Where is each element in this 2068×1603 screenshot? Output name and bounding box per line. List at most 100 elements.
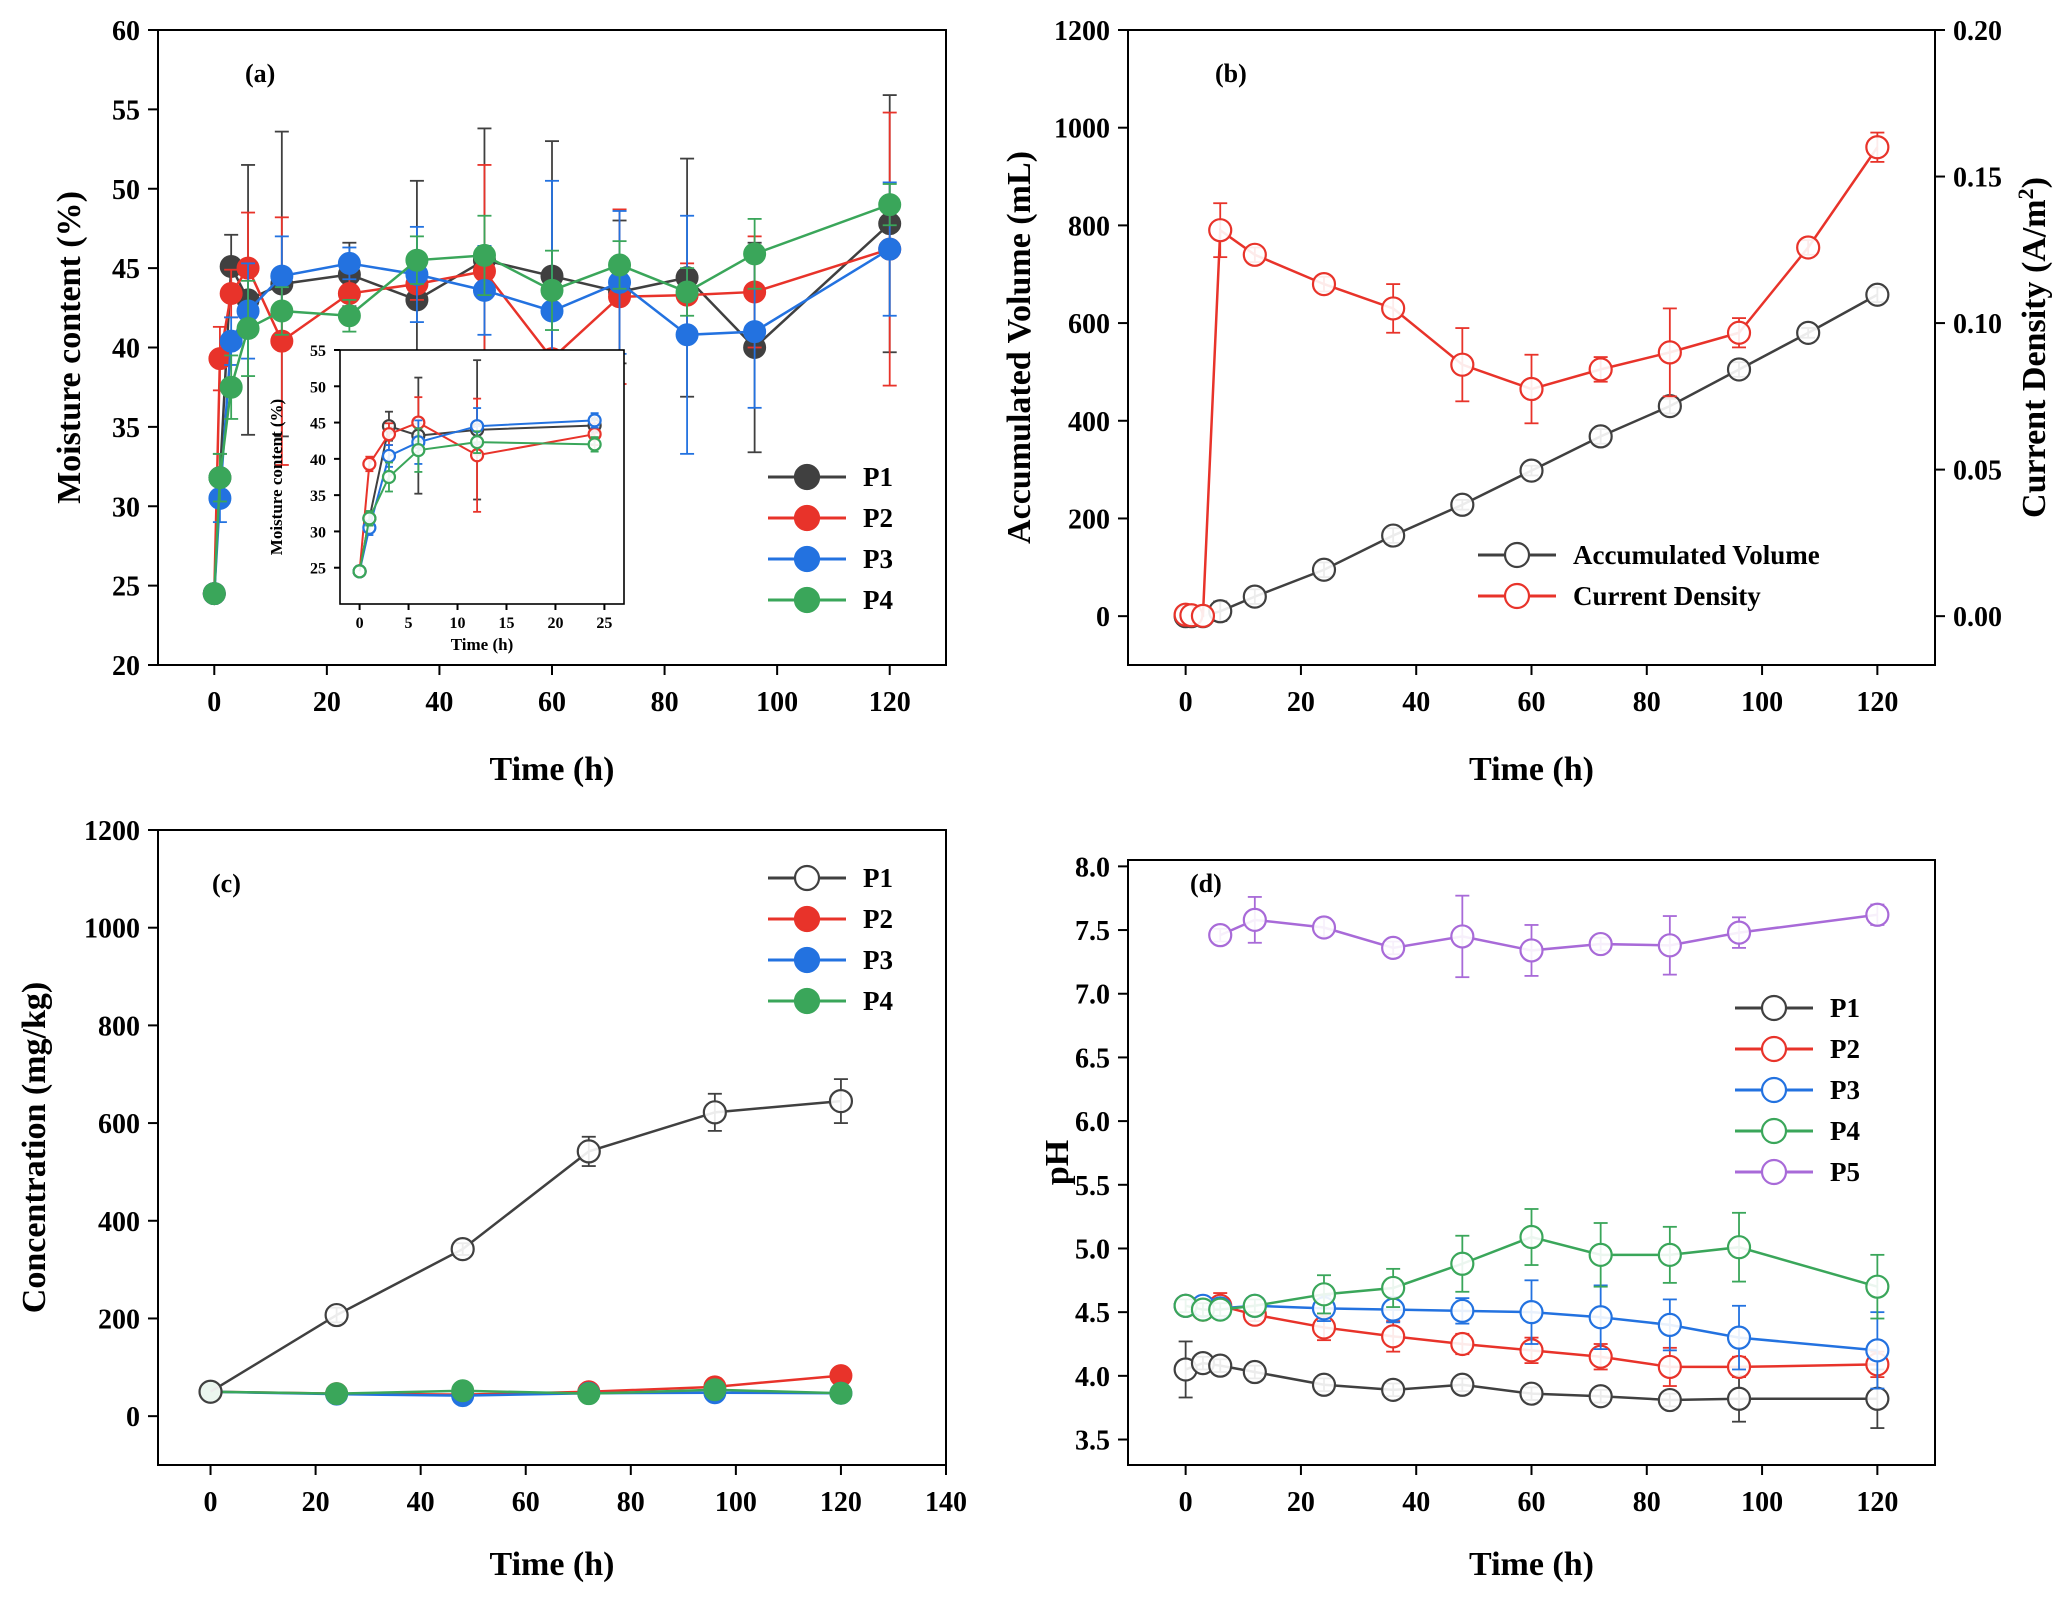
x-tick-label: 15: [498, 615, 514, 632]
data-point: [1450, 492, 1475, 517]
x-tick-label: 40: [425, 687, 453, 718]
y-tick-label: 7.0: [1075, 980, 1110, 1011]
y-tick-label: 50: [112, 175, 140, 206]
data-point: [1726, 320, 1752, 345]
data-point: [576, 1139, 601, 1164]
y-tick-label: 8.0: [1075, 852, 1110, 883]
series-current-density: [1173, 131, 1890, 628]
legend-marker: [793, 463, 821, 491]
data-point: [352, 564, 367, 579]
data-point: [1865, 902, 1890, 927]
y-tick-label: 200: [1068, 504, 1110, 535]
series-accumulated-volume: [1173, 282, 1890, 629]
panel-label: (a): [245, 59, 275, 88]
x-tick-label: 0: [207, 687, 221, 718]
data-point: [577, 1382, 601, 1406]
y-tick-label: 5.0: [1075, 1234, 1110, 1265]
x-tick-label: 20: [302, 1487, 330, 1518]
data-point: [828, 1088, 854, 1114]
x-tick-label: 120: [869, 687, 911, 718]
y-tick-label: 6.0: [1075, 1107, 1110, 1138]
data-point: [1450, 1298, 1475, 1323]
data-point: [1657, 1242, 1682, 1267]
panel-c: 0 20 40 60 80 100 120 140 0 200 400 600 800 1000 1200 T…: [16, 816, 967, 1583]
y-right-tick-label: 0.20: [1953, 16, 2002, 47]
legend-label: P2: [863, 904, 893, 934]
data-point: [270, 299, 294, 323]
data-point: [362, 456, 377, 472]
legend-marker: [793, 987, 821, 1015]
data-point: [1208, 218, 1233, 243]
x-axis-label: Time (h): [1469, 751, 1594, 788]
data-point: [219, 375, 243, 399]
data-point: [337, 304, 361, 328]
data-point: [675, 280, 699, 304]
data-point: [219, 282, 243, 306]
panel-d: 0 20 40 60 80 100 120 3.5 4.0 4.5 5.0 5.5 6.0 6.5 7.0 7…: [1039, 852, 1936, 1583]
y-right-tick-label: 0.00: [1953, 602, 2002, 633]
data-point: [337, 251, 361, 275]
data-point: [1450, 924, 1475, 949]
series-line: [358, 441, 595, 572]
legend-marker: [1760, 994, 1788, 1022]
data-point: [325, 1382, 349, 1406]
legend-marker: [1760, 1076, 1788, 1104]
data-point: [1588, 1384, 1613, 1409]
panel-label: (c): [212, 869, 241, 898]
y-tick-label: 45: [112, 254, 140, 285]
data-point: [675, 323, 699, 347]
data-point: [236, 316, 260, 340]
x-tick-label: 100: [1741, 687, 1783, 718]
data-point: [743, 320, 767, 344]
data-point: [1381, 1275, 1406, 1301]
y-right-tick-label: 0.05: [1953, 456, 2002, 487]
data-point: [1311, 271, 1337, 297]
data-point: [1450, 1251, 1475, 1276]
x-tick-label: 0: [1179, 1487, 1193, 1518]
data-point: [1796, 235, 1821, 260]
legend-marker: [793, 545, 821, 573]
data-point: [1242, 1359, 1267, 1385]
y-tick-label: 45: [310, 416, 326, 433]
plot-frame: [157, 829, 947, 1466]
legend-label: P3: [863, 945, 893, 975]
y-tick-label: 400: [98, 1207, 140, 1238]
y-tick-label: 55: [112, 95, 140, 126]
y-tick-label: 55: [310, 343, 326, 360]
data-point: [219, 329, 243, 353]
data-point: [405, 248, 429, 272]
x-tick-label: 80: [651, 687, 679, 718]
legend-label: P1: [863, 462, 893, 492]
data-point: [202, 582, 226, 606]
x-tick-label: 5: [405, 615, 413, 632]
x-tick-label: 20: [547, 615, 563, 632]
x-tick-label: 40: [1402, 687, 1430, 718]
y-right-axis-label: Current Density (A/m2): [2013, 177, 2054, 518]
x-tick-label: 80: [1633, 1487, 1661, 1518]
data-point: [1519, 376, 1544, 402]
series-line: [358, 421, 595, 572]
data-point: [1865, 282, 1890, 307]
series-p4: [202, 183, 902, 606]
x-tick-label: 120: [820, 1487, 862, 1518]
data-point: [1381, 296, 1406, 321]
y-tick-label: 40: [310, 452, 326, 469]
x-tick-label: 0: [356, 615, 364, 632]
data-point: [362, 511, 377, 526]
data-point: [451, 1379, 475, 1403]
data-point: [702, 1100, 727, 1125]
data-point: [472, 243, 496, 267]
inset: 0 5 10 15 20 25 25 30 35 40 45 50 55 Time (h) Moisture…: [267, 343, 625, 654]
data-point: [703, 1378, 727, 1402]
x-tick-label: 20: [313, 687, 341, 718]
data-point: [381, 427, 397, 442]
data-point: [878, 237, 902, 261]
y-tick-label: 4.0: [1075, 1362, 1110, 1393]
y-axis-label: pH: [1039, 1140, 1076, 1185]
y-tick-label: 25: [112, 572, 140, 603]
legend-marker: [793, 864, 821, 892]
legend: P1 P2 P3 P4: [768, 863, 893, 1016]
legend-label: P1: [863, 863, 893, 893]
x-tick-label: 20: [1287, 687, 1315, 718]
